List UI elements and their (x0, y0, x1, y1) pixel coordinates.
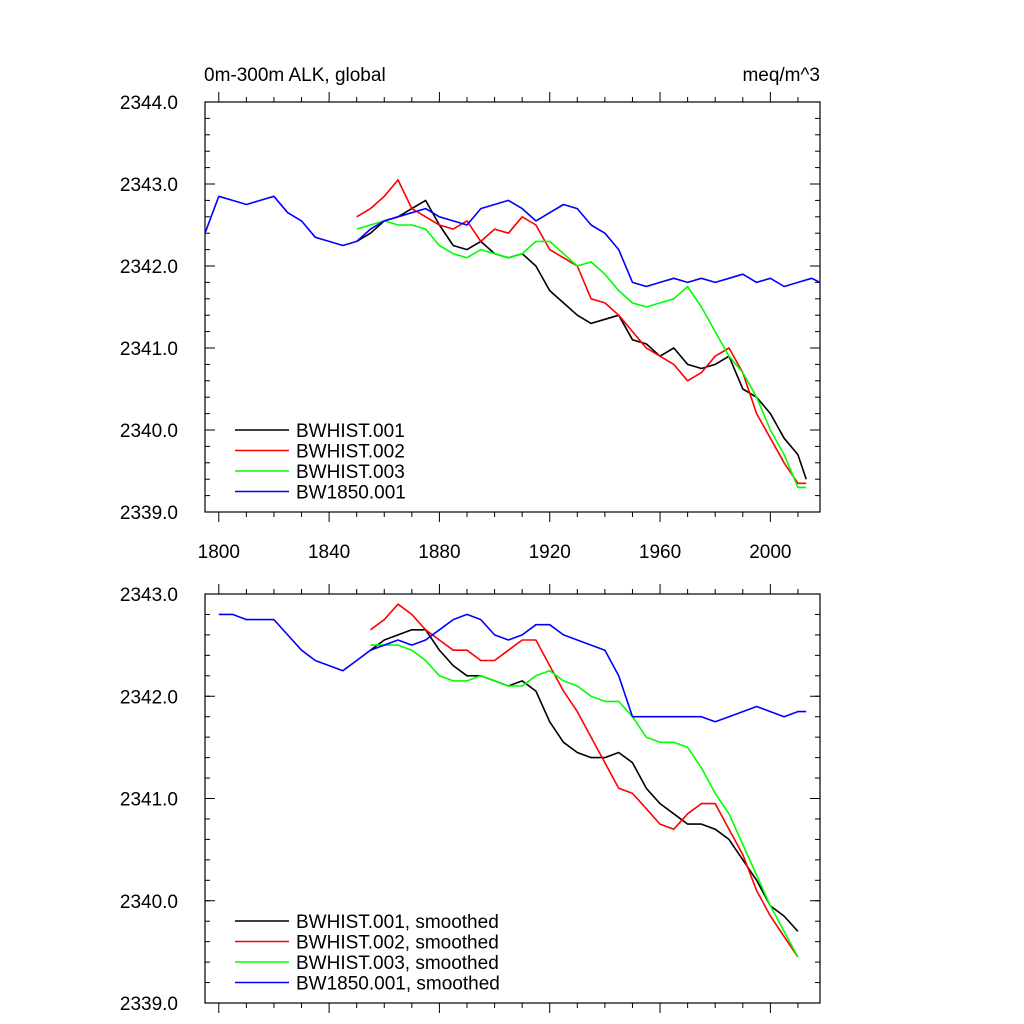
bottom-ytick-label: 2343.0 (120, 585, 178, 606)
bottom-ytick-label: 2342.0 (120, 687, 178, 708)
top-chart-units: meq/m^3 (742, 65, 820, 86)
top-ytick-label: 2341.0 (120, 339, 178, 360)
top-chart-title: 0m-300m ALK, global (204, 65, 386, 86)
top-legend-label: BWHIST.003 (296, 462, 405, 483)
bottom-legend-label: BWHIST.001, smoothed (296, 912, 499, 933)
top-ytick-label: 2339.0 (120, 503, 178, 524)
bottom-series-line-4 (218, 613, 807, 723)
bottom-series-line-1 (370, 628, 799, 932)
top-ytick-label: 2340.0 (120, 421, 178, 442)
bottom-panel: 2339.0 2340.0 2341.0 2342.0 2343.0 BWHIST.001… (120, 584, 821, 1015)
bottom-ytick-label: 2340.0 (120, 892, 178, 913)
top-ytick-label: 2342.0 (120, 257, 178, 278)
top-xtick-label: 1800 (198, 542, 240, 563)
top-xtick-label: 1840 (308, 542, 350, 563)
top-xtick-label: 2000 (749, 542, 791, 563)
bottom-legend-label: BW1850.001, smoothed (296, 974, 500, 995)
top-legend-label: BWHIST.001 (296, 421, 405, 442)
top-xtick-label: 1960 (639, 542, 681, 563)
bottom-legend-label: BWHIST.002, smoothed (296, 933, 499, 954)
top-series-line-4 (204, 195, 821, 288)
bottom-ytick-label: 2341.0 (120, 790, 178, 811)
top-series-line-1 (356, 199, 807, 480)
bottom-series-line-2 (370, 603, 799, 958)
top-plot-frame (204, 101, 821, 513)
top-series-line-2 (356, 179, 807, 485)
top-legend-label: BW1850.001 (296, 483, 406, 504)
bottom-plot-group: 2339.0 2340.0 2341.0 2342.0 2343.0 BWHIST.001… (120, 584, 821, 1015)
bottom-series-line-3 (370, 644, 799, 958)
bottom-ytick-label: 2339.0 (120, 994, 178, 1015)
top-xtick-label: 1880 (418, 542, 460, 563)
bottom-legend-label: BWHIST.003, smoothed (296, 953, 499, 974)
top-series-line-3 (356, 220, 807, 489)
top-panel: 0m-300m ALK, global meq/m^3 2339.0 2340.0… (120, 65, 821, 563)
top-plot-group: 2339.0 2340.0 2341.0 2342.0 2343.0 2344.0 1800… (120, 92, 821, 563)
top-ytick-label: 2343.0 (120, 175, 178, 196)
top-legend-label: BWHIST.002 (296, 442, 405, 463)
top-ytick-label: 2344.0 (120, 93, 178, 114)
top-xtick-label: 1920 (529, 542, 571, 563)
